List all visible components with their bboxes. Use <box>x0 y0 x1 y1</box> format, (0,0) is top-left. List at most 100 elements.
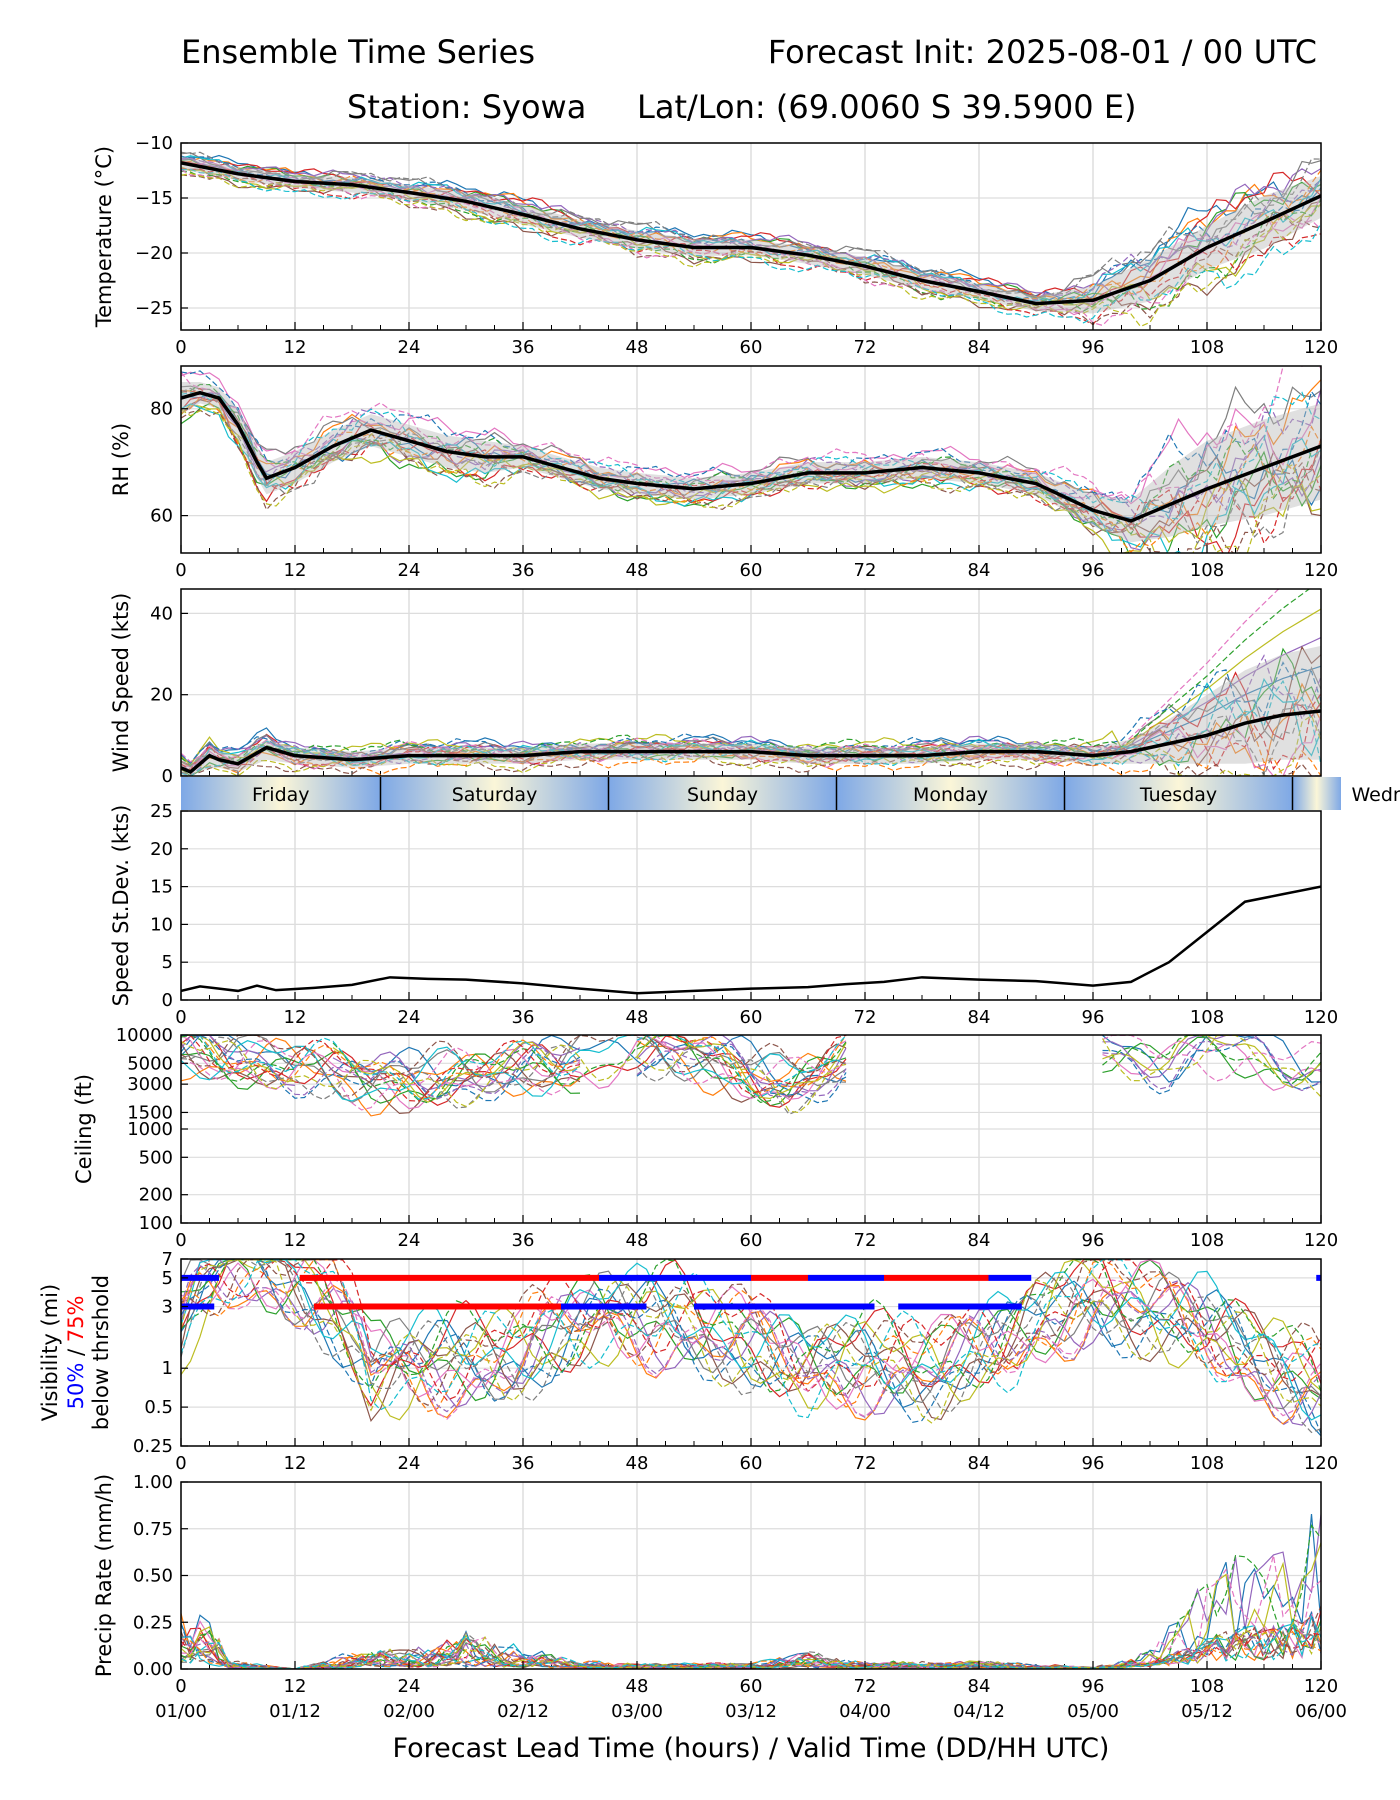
ensemble-member-line <box>181 387 1321 545</box>
y-axis-label: RH (%) <box>109 423 133 496</box>
y-tick-label: 0.00 <box>133 1659 173 1680</box>
panel-temperature: −10 −15 −20 −250 12 24 36 48 60 72 84 96 108 120 Tempe… <box>92 133 1338 358</box>
y-tick-label: 200 <box>139 1185 173 1206</box>
x-tick-label: 0 <box>175 1230 186 1251</box>
ensemble-mean-line <box>181 709 1321 774</box>
y-axis-label: Ceiling (ft) <box>72 1074 96 1184</box>
ensemble-member-line <box>181 387 1321 545</box>
ensemble-member-line <box>181 1259 1321 1426</box>
x-tick-label: 48 <box>626 1230 649 1251</box>
ensemble-member-line <box>181 1259 1321 1434</box>
panel-visibility: 0.25 0.5 1 3 57 0 12 24 36 48 60 72 84 96 108 120 Visibi… <box>38 1249 1338 1474</box>
ensemble-member-line <box>181 1035 1321 1111</box>
ensemble-member-line <box>181 1035 847 1108</box>
ensemble-mean-line <box>181 390 1321 523</box>
x-tick-label: 12 <box>284 1230 307 1251</box>
x-tick-label: 120 <box>1304 337 1338 358</box>
y-tick-label: 1 <box>162 1358 173 1379</box>
y-tick-label: 10 <box>150 914 173 935</box>
ensemble-member-line <box>181 1259 1321 1407</box>
x-tick-label: 48 <box>626 560 649 581</box>
day-band: Friday Saturday Sunday Monday Tuesday Wednesd… <box>181 777 1400 810</box>
ensemble-member-line <box>181 1259 1321 1419</box>
y-tick-label: 20 <box>150 685 173 706</box>
x-tick-label: 0 <box>175 337 186 358</box>
x-tick-label: 120 <box>1304 1453 1338 1474</box>
spread-band <box>181 382 1321 543</box>
valid-time-label: 06/00 <box>1295 1701 1347 1722</box>
x-tick-label: 24 <box>398 337 421 358</box>
ensemble-member-line <box>181 709 1321 776</box>
x-tick-label: 108 <box>1190 560 1224 581</box>
chart-title: Ensemble Time Series <box>181 33 535 71</box>
y-tick-label: 20 <box>150 839 173 860</box>
ensemble-member-line <box>181 1259 1321 1410</box>
ensemble-member-line <box>181 393 1321 531</box>
x-tick-label: 120 <box>1304 560 1338 581</box>
x-tick-label: 60 <box>740 560 763 581</box>
y-tick-label: 60 <box>150 506 173 527</box>
x-tick-label: 60 <box>740 1453 763 1474</box>
y-tick-label: −20 <box>135 243 173 264</box>
x-tick-label: 12 <box>284 337 307 358</box>
x-tick-label: 84 <box>968 1453 991 1474</box>
y-tick-label: 500 <box>139 1147 173 1168</box>
ensemble-member-line <box>181 693 1321 771</box>
x-tick-label: 36 <box>512 1676 535 1697</box>
y-axis-label-threshold: 50% / 75% <box>64 1296 88 1410</box>
y-tick-label: 10000 <box>116 1025 173 1046</box>
x-tick-label: 72 <box>854 1453 877 1474</box>
ensemble-member-line <box>181 1629 1321 1669</box>
x-tick-label: 24 <box>398 1007 421 1028</box>
y-tick-label: 0 <box>162 990 173 1011</box>
y-tick-label: 1000 <box>127 1119 173 1140</box>
x-tick-label: 84 <box>968 560 991 581</box>
x-tick-label: 36 <box>512 337 535 358</box>
day-label: Tuesday <box>1139 784 1217 806</box>
ensemble-member-line <box>181 1259 1321 1402</box>
y-tick-label: 7 <box>162 1249 173 1270</box>
x-tick-label: 36 <box>512 1230 535 1251</box>
valid-time-label: 05/00 <box>1067 1701 1119 1722</box>
valid-time-label: 01/00 <box>155 1701 207 1722</box>
x-tick-label: 36 <box>512 1007 535 1028</box>
ensemble-member-line <box>181 388 1321 524</box>
ensemble-member-line <box>181 1035 1321 1104</box>
valid-time-label: 02/12 <box>497 1701 549 1722</box>
ensemble-member-line <box>181 166 1321 311</box>
ensemble-member-line <box>181 1035 847 1097</box>
ensemble-member-line <box>181 168 1321 324</box>
y-axis-label: Temperature (°C) <box>92 146 116 328</box>
ensemble-member-line <box>181 1259 1321 1393</box>
x-tick-label: 0 <box>175 1453 186 1474</box>
ensemble-member-line <box>181 155 1321 304</box>
y-tick-label: 25 <box>150 801 173 822</box>
x-tick-label: 60 <box>740 1676 763 1697</box>
y-tick-label: 80 <box>150 399 173 420</box>
valid-time-label: 04/12 <box>953 1701 1005 1722</box>
ensemble-member-line <box>181 1259 1321 1424</box>
x-tick-label: 96 <box>1082 560 1105 581</box>
x-tick-label: 96 <box>1082 1007 1105 1028</box>
x-tick-label: 72 <box>854 337 877 358</box>
y-axis-label: Speed St.Dev. (kts) <box>109 805 133 1007</box>
y-tick-label: 0.5 <box>144 1397 173 1418</box>
x-tick-label: 12 <box>284 1453 307 1474</box>
y-tick-label: 0.50 <box>133 1566 173 1587</box>
stdev-line <box>181 885 1321 995</box>
ensemble-member-line <box>181 1259 1321 1413</box>
ensemble-member-line <box>181 608 1321 766</box>
ensemble-member-line <box>181 391 1321 520</box>
y-tick-label: 15 <box>150 877 173 898</box>
y-tick-label: 1500 <box>127 1102 173 1123</box>
x-tick-label: 60 <box>740 337 763 358</box>
y-axis-label: Wind Speed (kts) <box>109 593 133 773</box>
day-label: Wednesday <box>1351 784 1400 806</box>
x-tick-label: 96 <box>1082 1676 1105 1697</box>
y-axis-label: Visibility (mi) <box>38 1284 62 1421</box>
x-tick-label: 24 <box>398 1453 421 1474</box>
ensemble-member-line <box>181 160 1321 303</box>
x-tick-label: 0 <box>175 1676 186 1697</box>
ensemble-member-line <box>181 589 1311 767</box>
valid-time-label: 02/00 <box>383 1701 435 1722</box>
